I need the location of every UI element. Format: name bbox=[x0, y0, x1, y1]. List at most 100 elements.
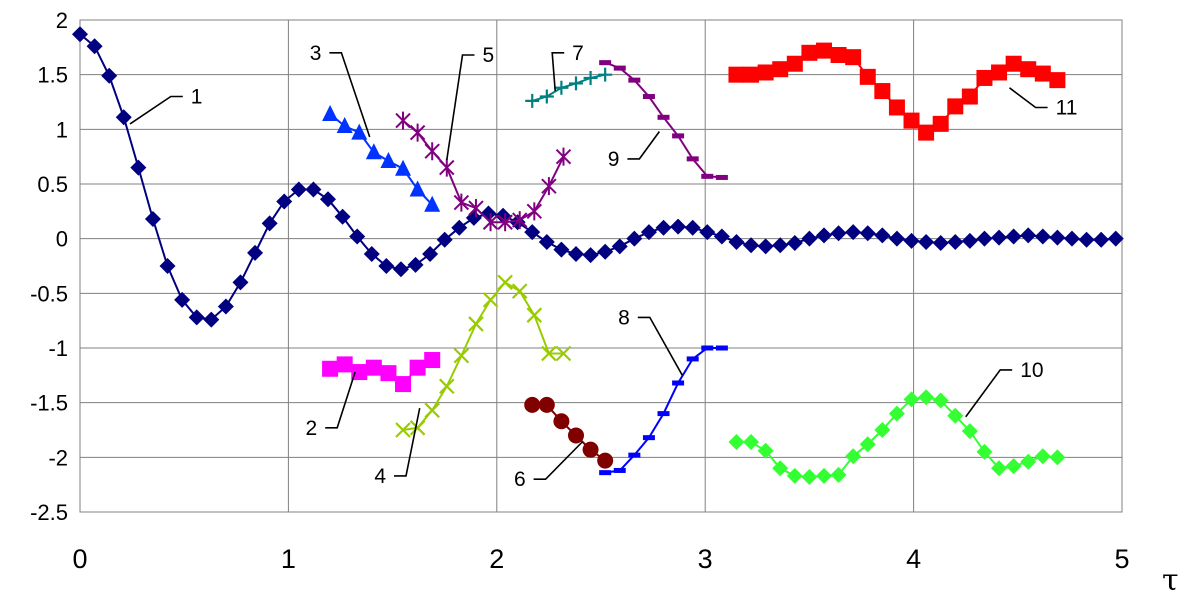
data-point bbox=[1063, 230, 1080, 247]
data-point bbox=[786, 55, 803, 72]
data-point bbox=[1034, 448, 1051, 465]
data-point bbox=[144, 210, 161, 227]
data-point bbox=[728, 233, 745, 250]
data-point bbox=[743, 66, 760, 83]
data-point bbox=[409, 359, 426, 376]
data-point bbox=[351, 123, 368, 140]
leader-line bbox=[965, 369, 1013, 418]
data-point bbox=[395, 422, 411, 438]
data-point bbox=[334, 208, 351, 225]
data-point bbox=[686, 356, 699, 362]
data-point bbox=[482, 213, 499, 232]
data-point bbox=[392, 261, 409, 278]
data-point bbox=[541, 177, 557, 196]
data-point bbox=[424, 402, 440, 419]
data-point bbox=[497, 213, 513, 232]
data-point bbox=[1049, 229, 1066, 246]
data-point bbox=[453, 347, 470, 364]
data-point bbox=[888, 99, 905, 116]
series-4 bbox=[395, 274, 572, 438]
x-tick-label: 2 bbox=[489, 544, 504, 574]
data-point bbox=[728, 434, 745, 451]
data-point bbox=[322, 360, 339, 377]
data-point bbox=[380, 365, 397, 382]
data-point bbox=[1093, 231, 1110, 248]
annotation-1: 1 bbox=[129, 86, 202, 125]
data-point bbox=[1005, 458, 1022, 475]
annotation-label: 2 bbox=[306, 417, 318, 440]
data-point bbox=[701, 173, 714, 179]
data-point bbox=[801, 230, 818, 247]
series-8 bbox=[599, 345, 728, 476]
data-point bbox=[772, 237, 789, 254]
data-point bbox=[830, 46, 847, 63]
data-point bbox=[772, 460, 789, 477]
data-point bbox=[815, 42, 832, 59]
data-point bbox=[772, 61, 789, 78]
data-point bbox=[407, 256, 424, 273]
data-point bbox=[830, 466, 847, 483]
y-tick-label: -1.5 bbox=[30, 391, 68, 416]
data-point bbox=[611, 238, 628, 255]
annotation-label: 6 bbox=[514, 468, 526, 491]
data-point bbox=[1020, 61, 1037, 78]
x-tick-label: 0 bbox=[72, 544, 87, 574]
leader-line bbox=[627, 131, 661, 160]
data-point bbox=[583, 70, 598, 85]
data-point bbox=[699, 224, 716, 241]
series-group bbox=[72, 26, 1124, 486]
annotation-3: 3 bbox=[310, 42, 371, 138]
series-1 bbox=[72, 26, 1124, 328]
leader-line bbox=[329, 52, 371, 138]
data-point bbox=[1020, 227, 1037, 244]
x-tick-label: 1 bbox=[281, 544, 296, 574]
data-point bbox=[1005, 55, 1022, 72]
data-point bbox=[961, 88, 978, 105]
data-point bbox=[743, 237, 760, 254]
data-point bbox=[395, 111, 411, 130]
leader-line bbox=[394, 407, 421, 477]
annotation-label: 3 bbox=[310, 42, 322, 65]
data-point bbox=[409, 123, 426, 142]
annotation-4: 4 bbox=[374, 407, 421, 488]
series-9 bbox=[599, 60, 728, 180]
data-point bbox=[932, 115, 949, 132]
data-point bbox=[436, 231, 453, 248]
data-point bbox=[541, 345, 557, 362]
data-point bbox=[642, 94, 655, 100]
annotation-10: 10 bbox=[965, 359, 1044, 418]
x-tick-label: 5 bbox=[1114, 544, 1129, 574]
data-point bbox=[599, 60, 612, 66]
data-point bbox=[1078, 231, 1095, 248]
y-tick-label: 0 bbox=[56, 227, 68, 252]
data-point bbox=[801, 469, 818, 486]
data-point bbox=[1107, 230, 1124, 247]
y-tick-label: 2 bbox=[56, 8, 68, 33]
annotation-label: 9 bbox=[608, 148, 620, 171]
annotation-9: 9 bbox=[608, 131, 661, 171]
data-point bbox=[976, 443, 993, 460]
data-point bbox=[424, 142, 440, 161]
data-point bbox=[1049, 72, 1066, 89]
leader-line bbox=[446, 54, 475, 161]
data-point bbox=[947, 98, 964, 115]
data-point bbox=[715, 174, 728, 180]
data-point bbox=[305, 181, 322, 198]
data-point bbox=[363, 245, 380, 262]
data-point bbox=[728, 66, 745, 83]
tick-labels: 21.510.50-0.5-1-1.5-2-2.50 1 2 3 4 5 bbox=[30, 8, 1129, 574]
data-point bbox=[424, 352, 441, 369]
data-point bbox=[409, 420, 426, 436]
annotation-label: 7 bbox=[572, 42, 584, 65]
data-point bbox=[991, 229, 1008, 246]
data-point bbox=[757, 64, 774, 81]
data-point bbox=[538, 233, 555, 250]
data-point bbox=[319, 191, 336, 208]
y-tick-label: -2 bbox=[48, 445, 68, 470]
data-point bbox=[1034, 228, 1051, 245]
data-point bbox=[439, 378, 455, 395]
data-point bbox=[845, 448, 862, 465]
data-point bbox=[686, 156, 699, 162]
y-tick-label: -0.5 bbox=[30, 281, 68, 306]
data-point bbox=[874, 227, 891, 244]
